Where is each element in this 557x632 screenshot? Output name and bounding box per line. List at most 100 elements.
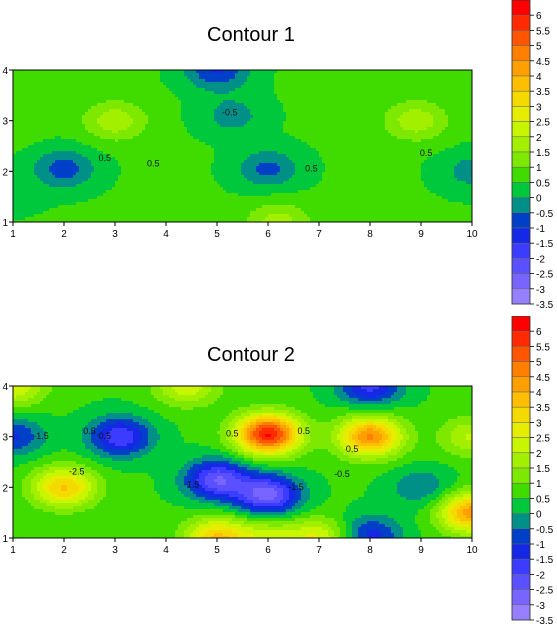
colorbar-label: -2.5 [536, 270, 554, 281]
chart-1: 1 2 3 4 5 6 7 8 9 101234-0.50.50.50.50.565.554.54… [2, 0, 554, 311]
colorbar-swatch [511, 513, 531, 530]
colorbar-swatch [511, 406, 531, 423]
colorbar-label: -1.5 [536, 239, 554, 250]
x-tick-label: 10 [466, 545, 478, 556]
contour-label: 0.5 [147, 158, 160, 168]
colorbar-swatch [511, 574, 531, 590]
colorbar-label: -1 [536, 224, 545, 235]
x-tick-label: 7 [316, 229, 322, 240]
x-tick-label: 9 [418, 229, 424, 240]
y-tick-label: 3 [2, 117, 8, 128]
x-tick-label: 4 [163, 229, 169, 240]
colorbar-swatch [511, 136, 531, 153]
colorbar-label: 6 [536, 327, 542, 338]
colorbar-swatch [511, 437, 531, 454]
chart-1-title: Contour 1 [207, 24, 295, 46]
x-tick-label: 7 [316, 545, 322, 556]
colorbar-swatch [511, 106, 531, 122]
contour-label: -1.5 [33, 431, 49, 441]
colorbar-2: 6 5.5 5 4.5 4 3.5 3 2.5 2 1.5 1 0.5 0 -0.5 -1 -1.5 -2 -2.… [511, 316, 554, 627]
y-tick-label: 1 [2, 218, 8, 229]
plot-frame [12, 69, 473, 223]
colorbar-label: -3.5 [536, 616, 554, 627]
colorbar-label: -1.5 [536, 555, 554, 566]
colorbar-swatch [511, 543, 531, 560]
colorbar-swatch [511, 182, 531, 198]
colorbar-swatch [511, 589, 531, 606]
x-tick-label: 3 [112, 545, 118, 556]
colorbar-label: -3 [536, 601, 545, 612]
colorbar-swatch [511, 452, 531, 469]
colorbar-label: 4.5 [536, 57, 550, 68]
colorbar-label: 0 [536, 194, 542, 205]
colorbar-label: -2.5 [536, 586, 554, 597]
colorbar-label: 2.5 [536, 118, 550, 129]
contour-label: 0.5 [346, 444, 359, 454]
colorbar-label: -3.5 [536, 300, 554, 311]
colorbar-swatch [511, 242, 531, 259]
colorbar-swatch [511, 258, 531, 274]
plot-frame [12, 385, 473, 539]
colorbar-swatch [511, 528, 531, 545]
x-tick-label: 5 [214, 229, 220, 240]
contour-label: 0.5 [305, 163, 318, 173]
colorbar-swatch [511, 227, 531, 244]
colorbar-label: 5.5 [536, 26, 550, 37]
colorbar-label: 3 [536, 418, 542, 429]
contour-label: 0.5 [83, 426, 96, 436]
y-tick-label: 2 [2, 483, 8, 494]
x-tick-label: 5 [214, 545, 220, 556]
colorbar-label: 3 [536, 102, 542, 113]
colorbar-label: 1.5 [536, 148, 550, 159]
x-tick-label: 2 [61, 229, 67, 240]
y-tick-label: 4 [2, 382, 8, 393]
contour-label: 0.5 [99, 431, 112, 441]
colorbar-swatch [511, 197, 531, 214]
colorbar-label: -2 [536, 254, 545, 265]
colorbar-label: 5 [536, 42, 542, 53]
colorbar-swatch [511, 498, 531, 514]
colorbar-label: -3 [536, 285, 545, 296]
colorbar-label: -0.5 [536, 209, 554, 220]
colorbar-swatch [511, 467, 531, 484]
colorbar-label: 6 [536, 11, 542, 22]
colorbar-swatch [511, 30, 531, 46]
x-tick-label: 10 [466, 229, 478, 240]
contour-plot-2 [13, 386, 473, 539]
colorbar-swatch [511, 361, 531, 378]
colorbar-label: 3.5 [536, 403, 550, 414]
x-tick-label: 9 [418, 545, 424, 556]
colorbar-label: -1 [536, 540, 545, 551]
colorbar-label: 2 [536, 449, 542, 460]
y-tick-label: 3 [2, 433, 8, 444]
colorbar-label: 1.5 [536, 464, 550, 475]
x-tick-label: 1 [10, 229, 16, 240]
colorbar-1: 6 5.5 5 4.5 4 3.5 3 2.5 2 1.5 1 0.5 0 -0.5 -1 -1.5 -2 -2.… [511, 0, 554, 311]
contour-label: -1.5 [184, 479, 200, 489]
colorbar-label: 2 [536, 133, 542, 144]
colorbar-swatch [511, 391, 531, 408]
colorbar-swatch [511, 90, 531, 107]
colorbar-swatch [511, 482, 531, 499]
contour-label: 0.5 [420, 148, 433, 158]
colorbar-label: 3.5 [536, 87, 550, 98]
colorbar-swatch [511, 604, 531, 621]
contour-label: 0.5 [297, 426, 310, 436]
y-tick-label: 4 [2, 66, 8, 77]
contour-label: -2.5 [69, 467, 85, 477]
colorbar-label: 2.5 [536, 434, 550, 445]
x-tick-label: 4 [163, 545, 169, 556]
x-tick-label: 6 [265, 229, 271, 240]
colorbar-swatch [511, 166, 531, 183]
colorbar-label: -0.5 [536, 525, 554, 536]
contour-plot-1 [13, 70, 473, 223]
colorbar-label: 0.5 [536, 178, 550, 189]
x-tick-label: 3 [112, 229, 118, 240]
colorbar-label: 4 [536, 388, 542, 399]
x-tick-label: 8 [367, 545, 373, 556]
colorbar-swatch [511, 60, 531, 77]
colorbar-label: 5.5 [536, 342, 550, 353]
colorbar-swatch [511, 273, 531, 290]
colorbar-swatch [511, 45, 531, 62]
colorbar-label: 4.5 [536, 373, 550, 384]
